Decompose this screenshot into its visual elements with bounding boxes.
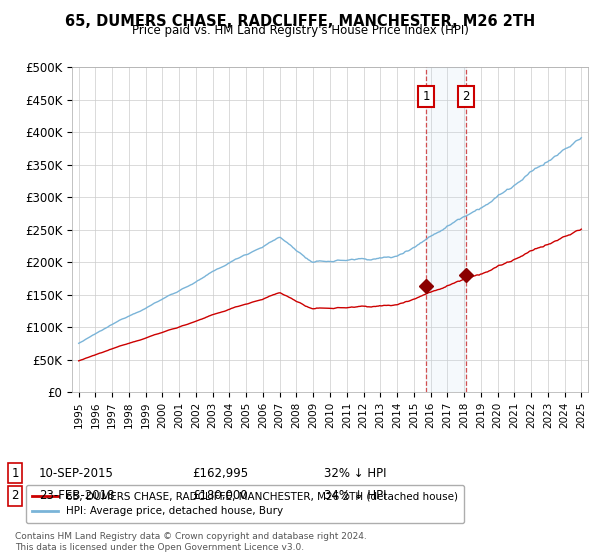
Text: £180,000: £180,000 xyxy=(192,489,248,502)
Text: 34% ↓ HPI: 34% ↓ HPI xyxy=(324,489,386,502)
Text: 2: 2 xyxy=(462,90,470,103)
Bar xyxy=(427,67,466,392)
Text: 1: 1 xyxy=(11,466,19,480)
Text: Contains HM Land Registry data © Crown copyright and database right 2024.
This d: Contains HM Land Registry data © Crown c… xyxy=(15,532,367,552)
Text: 65, DUMERS CHASE, RADCLIFFE, MANCHESTER, M26 2TH: 65, DUMERS CHASE, RADCLIFFE, MANCHESTER,… xyxy=(65,14,535,29)
Text: 23-FEB-2018: 23-FEB-2018 xyxy=(39,489,115,502)
Text: 2: 2 xyxy=(11,489,19,502)
Text: 1: 1 xyxy=(422,90,430,103)
Text: 32% ↓ HPI: 32% ↓ HPI xyxy=(324,466,386,480)
Text: £162,995: £162,995 xyxy=(192,466,248,480)
Legend: 65, DUMERS CHASE, RADCLIFFE, MANCHESTER, M26 2TH (detached house), HPI: Average : 65, DUMERS CHASE, RADCLIFFE, MANCHESTER,… xyxy=(26,485,464,522)
Text: 10-SEP-2015: 10-SEP-2015 xyxy=(39,466,114,480)
Text: Price paid vs. HM Land Registry's House Price Index (HPI): Price paid vs. HM Land Registry's House … xyxy=(131,24,469,36)
